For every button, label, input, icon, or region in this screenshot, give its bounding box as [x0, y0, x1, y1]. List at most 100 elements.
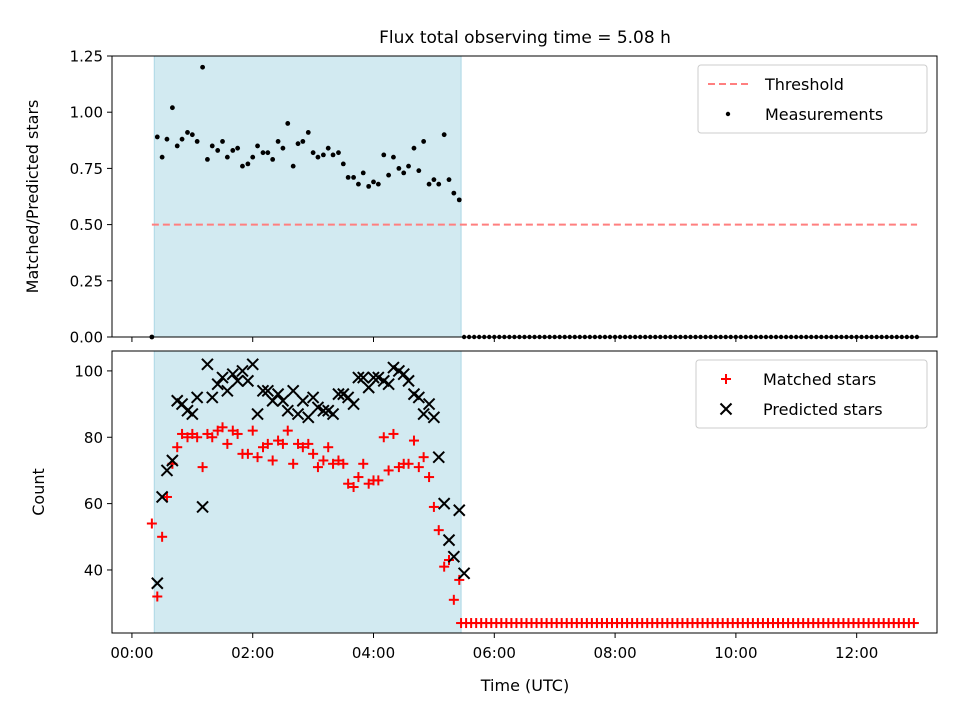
predicted-star-point: [432, 450, 445, 464]
predicted-star-point: [246, 358, 259, 371]
predicted-star-point: [302, 411, 315, 424]
predicted-star-point: [357, 371, 370, 384]
y-tick-label: 1.00: [70, 104, 103, 122]
y-tick-label: 0.25: [70, 272, 103, 290]
matched-star-point: [328, 458, 339, 469]
matched-star-point: [388, 428, 399, 439]
measurement-point: [185, 130, 190, 135]
predicted-star-point: [362, 381, 375, 394]
predicted-star-point: [457, 567, 471, 580]
predicted-star-point: [397, 368, 410, 381]
measurement-point: [285, 121, 291, 126]
predicted-star-point: [317, 404, 330, 417]
predicted-star-point: [453, 504, 466, 517]
top-legend: Threshold Measurements: [697, 64, 928, 134]
legend-cross-marker: [719, 402, 733, 416]
measurement-point: [265, 150, 271, 156]
measurement-point: [230, 148, 236, 153]
top-x-axis-ticks: [131, 337, 858, 342]
measurement-point: [220, 139, 225, 144]
x-tick-label: 08:00: [593, 644, 636, 662]
measurement-point: [381, 152, 387, 158]
predicted-star-point: [256, 384, 270, 398]
matched-star-point: [267, 455, 278, 466]
matched-star-point: [403, 458, 414, 469]
measurement-point: [205, 157, 210, 162]
y-tick-label: 80: [84, 429, 103, 447]
predicted-star-point: [216, 371, 229, 384]
predicted-star-point: [306, 391, 320, 404]
matched-star-point: [277, 438, 288, 449]
matched-star-point: [161, 491, 172, 502]
measurement-point: [351, 174, 356, 180]
predicted-star-point: [372, 371, 385, 384]
measurement-point: [300, 139, 306, 144]
predicted-star-point: [332, 387, 345, 401]
predicted-star-point: [311, 401, 325, 414]
measurement-point: [401, 170, 407, 176]
matched-star-point: [308, 448, 319, 459]
matched-star-point: [247, 425, 258, 436]
legend-matched-swatch: [721, 374, 731, 384]
bottom-legend-box: [695, 359, 928, 429]
measurement-point: [325, 145, 331, 151]
matched-star-point: [323, 442, 334, 453]
bottom-legend: Matched stars Predicted stars: [695, 359, 928, 429]
legend-plus-marker: [721, 374, 731, 384]
predicted-star-point: [201, 358, 214, 371]
matched-star-point: [408, 435, 419, 446]
measurement-point: [290, 163, 296, 169]
predicted-star-point: [326, 407, 340, 421]
matched-star-point: [232, 428, 243, 439]
predicted-star-point: [347, 397, 360, 411]
matched-star-point: [448, 594, 459, 605]
measurement-point: [224, 154, 230, 160]
measurement-point: [240, 163, 245, 169]
measurement-point: [386, 172, 392, 178]
y-tick-label: 0.00: [70, 329, 103, 347]
bottom-axes-frame: [111, 350, 938, 634]
matched-star-point: [172, 442, 183, 453]
measurement-point: [194, 139, 200, 144]
matched-star-point: [418, 452, 429, 463]
top-y-axis-ticks: 0.00 0.25 0.50 0.75 1.00 1.25: [70, 48, 112, 347]
measurement-point: [431, 177, 437, 183]
x-tick-label: 12:00: [835, 644, 878, 662]
predicted-star-point: [166, 454, 179, 467]
x-tick-label: 06:00: [473, 644, 516, 662]
predicted-star-point: [221, 384, 234, 398]
predicted-star-point: [211, 377, 224, 391]
y-tick-label: 0.75: [70, 160, 103, 178]
measurement-point: [396, 166, 402, 171]
y-tick-label: 100: [74, 362, 103, 380]
matched-star-point: [217, 422, 228, 433]
matched-stars-points: [146, 422, 919, 629]
measurement-point: [215, 148, 221, 153]
y-tick-label: 60: [84, 495, 103, 513]
predicted-star-point: [442, 533, 456, 547]
measurement-point: [275, 139, 281, 144]
matched-star-point: [318, 455, 329, 466]
matched-star-point: [207, 432, 218, 443]
measurement-point: [189, 132, 195, 138]
measurement-point: [371, 179, 376, 185]
measurement-point: [169, 105, 175, 111]
measurement-points: [149, 64, 462, 340]
measurement-point: [406, 163, 411, 169]
matched-star-point: [358, 458, 369, 469]
top-y-axis-label: Matched/Predicted stars: [23, 100, 42, 294]
matched-star-point: [157, 531, 168, 542]
measurement-point: [295, 141, 301, 147]
predicted-star-point: [382, 377, 395, 391]
top-axes-frame: [111, 55, 938, 338]
predicted-star-point: [160, 464, 174, 477]
matched-star-point: [383, 465, 394, 476]
matched-star-point: [152, 591, 163, 602]
predicted-star-point: [271, 387, 285, 401]
predicted-star-point: [231, 374, 244, 388]
predicted-star-point: [251, 407, 264, 421]
measurement-point: [411, 145, 417, 151]
measurement-point: [315, 154, 321, 160]
legend-measurement-swatch: [725, 111, 731, 117]
